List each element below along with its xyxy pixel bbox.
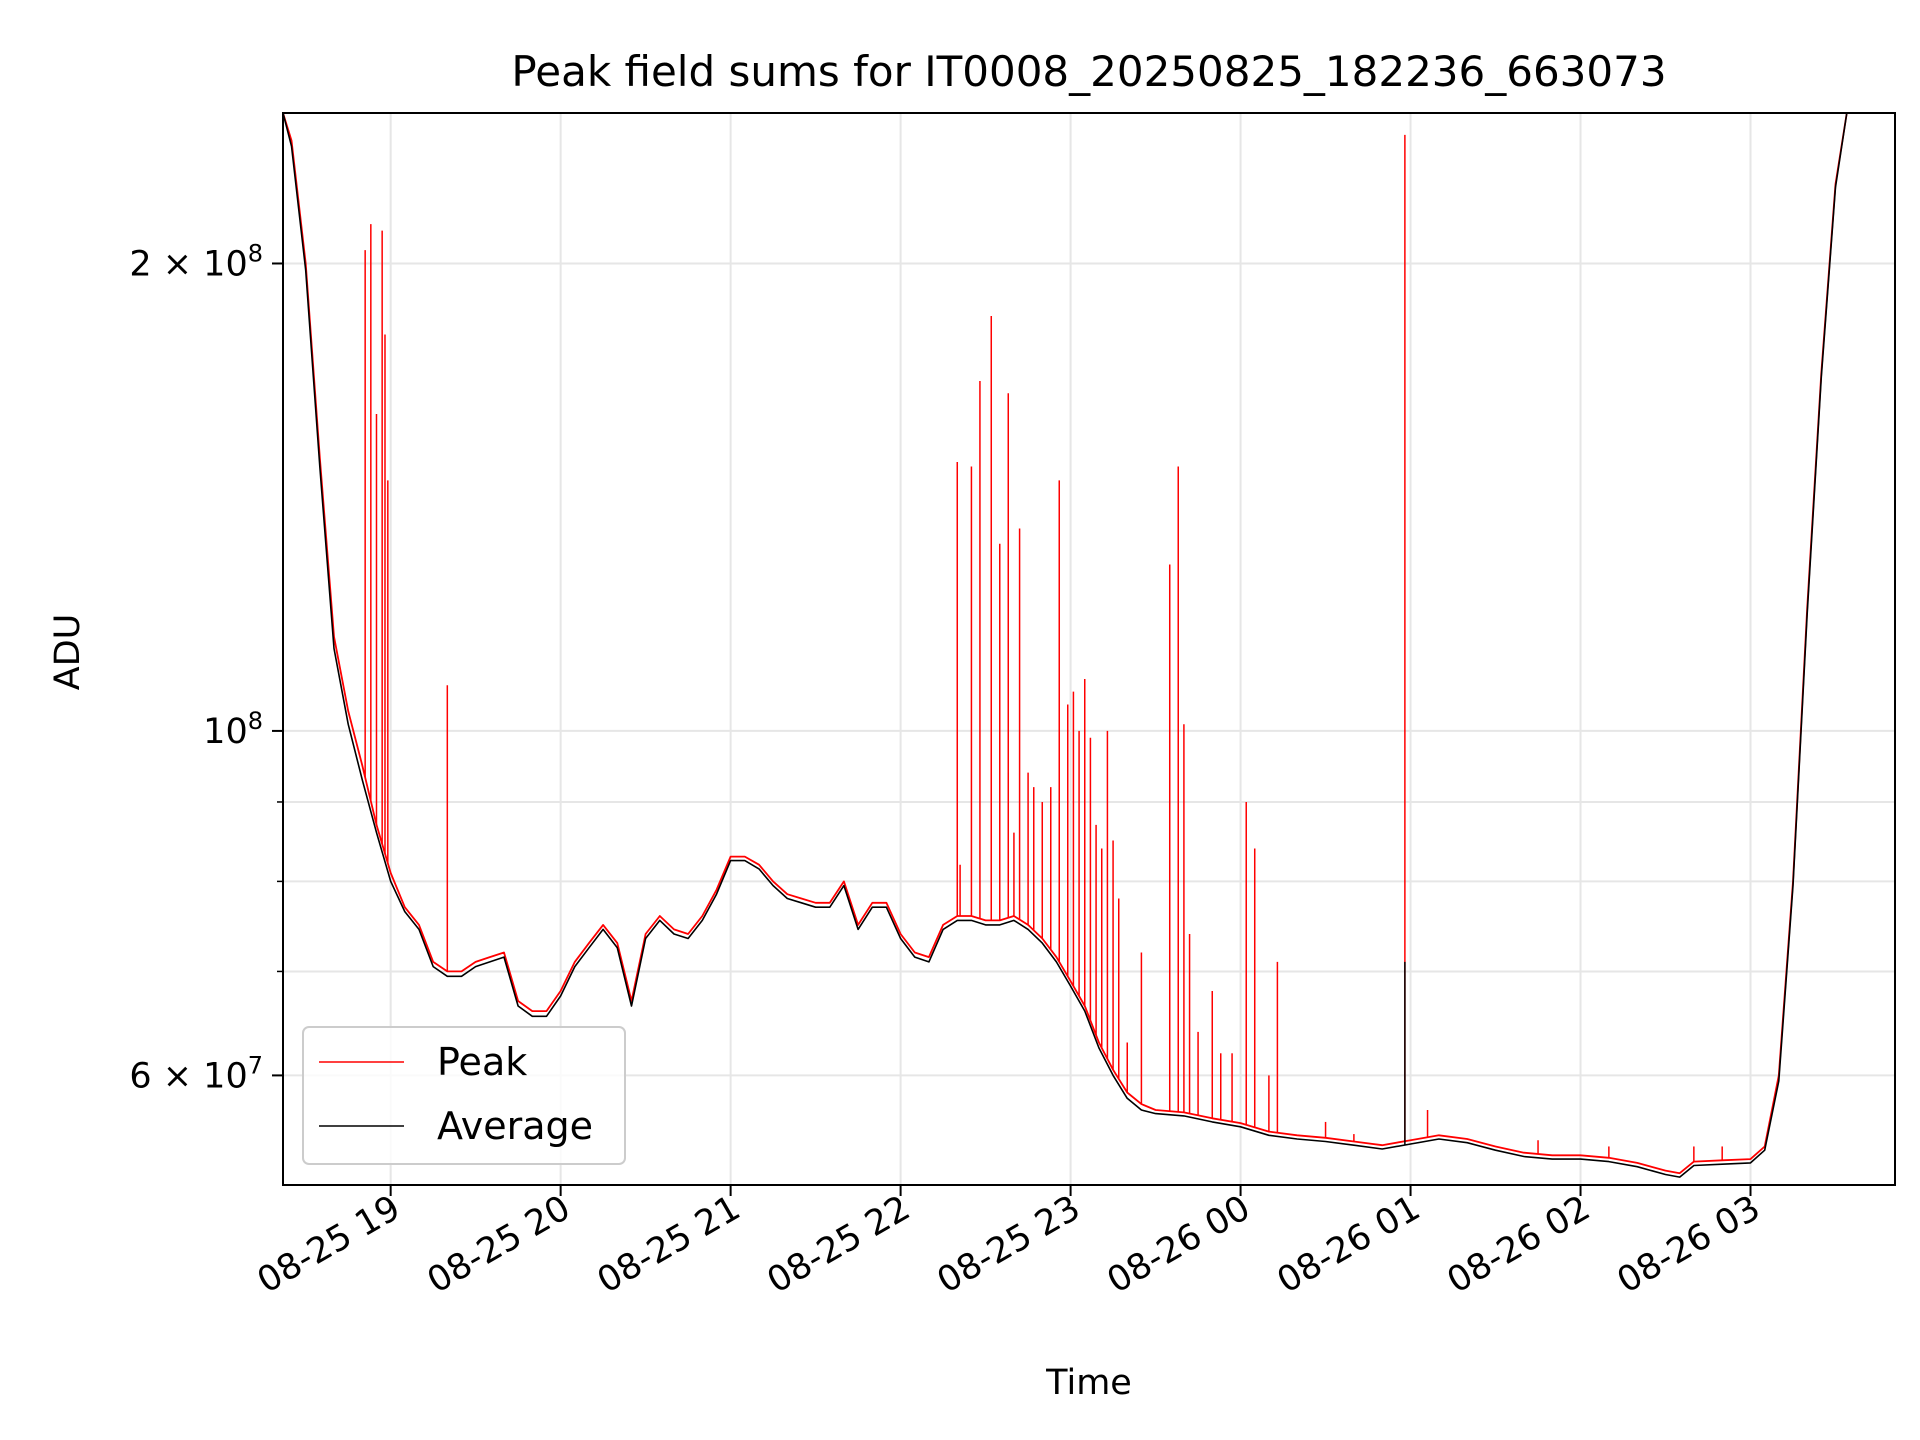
series-line-peak [283, 113, 1895, 1175]
y-tick-label: 6 × 107 [129, 1051, 263, 1096]
legend-label-average: Average [437, 1104, 593, 1148]
plot-area [283, 113, 1895, 1178]
legend: Peak Average [302, 1026, 626, 1165]
grid [283, 113, 1895, 1185]
x-axis-label: Time [1045, 1363, 1132, 1403]
legend-label-peak: Peak [437, 1040, 527, 1084]
y-tick-label: 2 × 108 [129, 239, 263, 284]
series-line-average [283, 113, 1895, 1178]
y-axis-label: ADU [48, 614, 88, 691]
plot-frame [282, 112, 1896, 1186]
y-tick-label: 108 [203, 707, 263, 752]
chart-title: Peak field sums for IT0008_20250825_1822… [511, 47, 1666, 96]
